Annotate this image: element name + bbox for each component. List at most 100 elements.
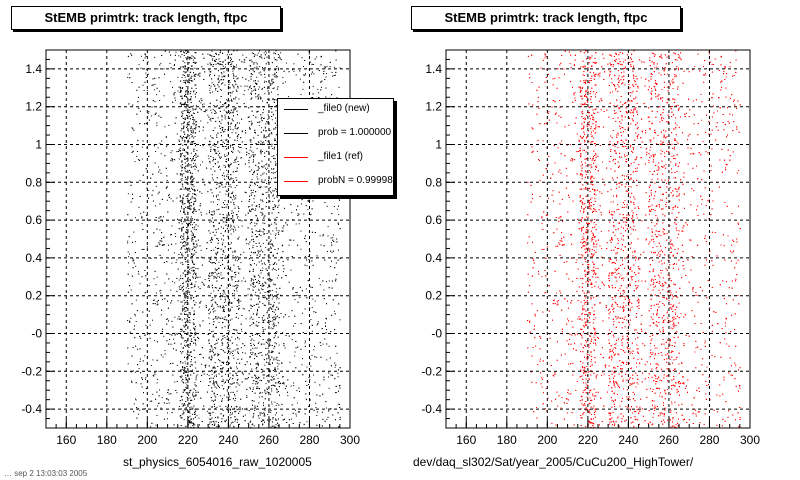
scatter-point [202, 126, 204, 128]
scatter-point [260, 186, 262, 188]
scatter-point [213, 311, 215, 313]
scatter-point [231, 302, 233, 304]
scatter-point [258, 141, 260, 143]
scatter-point [194, 194, 196, 195]
scatter-point [306, 265, 308, 267]
scatter-point [255, 368, 257, 370]
scatter-point [145, 378, 146, 380]
scatter-point [250, 76, 252, 78]
scatter-point [188, 163, 190, 165]
scatter-point [221, 135, 222, 137]
scatter-point [149, 337, 151, 339]
scatter-point [190, 142, 192, 144]
scatter-point [254, 80, 256, 82]
scatter-point [214, 344, 216, 345]
scatter-point [254, 333, 256, 335]
scatter-point [180, 331, 182, 332]
scatter-point [147, 189, 149, 191]
scatter-point [338, 86, 340, 88]
scatter-point [236, 260, 238, 262]
scatter-point [155, 424, 157, 426]
scatter-point [264, 364, 266, 366]
scatter-point [265, 191, 267, 193]
scatter-point [185, 71, 187, 73]
scatter-point [213, 352, 214, 354]
scatter-point [188, 57, 190, 59]
scatter-point [276, 359, 278, 361]
scatter-point [226, 221, 228, 223]
scatter-point [337, 222, 339, 224]
scatter-point [331, 72, 333, 73]
scatter-point [255, 116, 257, 118]
scatter-point [237, 317, 239, 319]
scatter-point [246, 85, 248, 87]
scatter-point [255, 363, 257, 365]
scatter-point [337, 403, 339, 405]
scatter-point [191, 172, 193, 174]
scatter-point [185, 306, 187, 308]
scatter-point [273, 190, 275, 192]
scatter-point [187, 198, 189, 199]
scatter-point [222, 310, 224, 312]
scatter-point [226, 361, 228, 363]
scatter-point [318, 278, 320, 279]
scatter-point [273, 194, 274, 196]
scatter-point [182, 368, 184, 370]
scatter-point [176, 151, 178, 153]
scatter-point [127, 193, 129, 195]
scatter-point [185, 280, 187, 282]
scatter-point [194, 119, 196, 121]
scatter-point [221, 339, 222, 341]
scatter-point [237, 161, 239, 162]
scatter-point [128, 262, 130, 264]
scatter-point [232, 191, 234, 193]
scatter-point [268, 197, 270, 199]
scatter-point [149, 400, 151, 402]
scatter-point [188, 67, 190, 69]
scatter-point [278, 307, 279, 309]
scatter-point [158, 242, 160, 244]
scatter-point [159, 169, 161, 171]
scatter-point [183, 210, 185, 212]
scatter-point [185, 83, 187, 85]
scatter-point [131, 381, 133, 383]
scatter-point [268, 323, 270, 325]
scatter-point [237, 383, 239, 385]
scatter-point [180, 248, 182, 250]
scatter-point [225, 255, 226, 257]
scatter-point [156, 228, 158, 230]
scatter-point [156, 94, 157, 96]
scatter-point [215, 277, 217, 279]
scatter-point [275, 50, 277, 52]
scatter-point [297, 215, 299, 216]
scatter-point [231, 192, 233, 194]
scatter-point [214, 110, 216, 112]
scatter-point [211, 299, 213, 301]
scatter-point [274, 269, 276, 270]
scatter-point [252, 387, 254, 389]
scatter-point [257, 364, 259, 366]
scatter-point [298, 223, 300, 225]
scatter-point [253, 407, 255, 409]
scatter-point [313, 64, 314, 65]
scatter-point [148, 111, 150, 113]
scatter-point [258, 298, 259, 300]
scatter-point [222, 145, 223, 147]
scatter-point [323, 289, 325, 291]
scatter-point [238, 236, 240, 238]
scatter-point [265, 247, 267, 249]
scatter-point [188, 189, 190, 191]
scatter-point [270, 233, 272, 235]
scatter-point [191, 136, 193, 138]
scatter-point [214, 423, 216, 425]
scatter-point [132, 347, 134, 348]
scatter-point [277, 368, 279, 370]
scatter-point [186, 293, 188, 295]
scatter-point [263, 262, 265, 264]
scatter-point [315, 402, 317, 404]
scatter-point [190, 160, 192, 162]
scatter-point [193, 210, 195, 212]
scatter-point [263, 374, 265, 376]
scatter-point [222, 254, 224, 255]
scatter-point [304, 255, 306, 257]
